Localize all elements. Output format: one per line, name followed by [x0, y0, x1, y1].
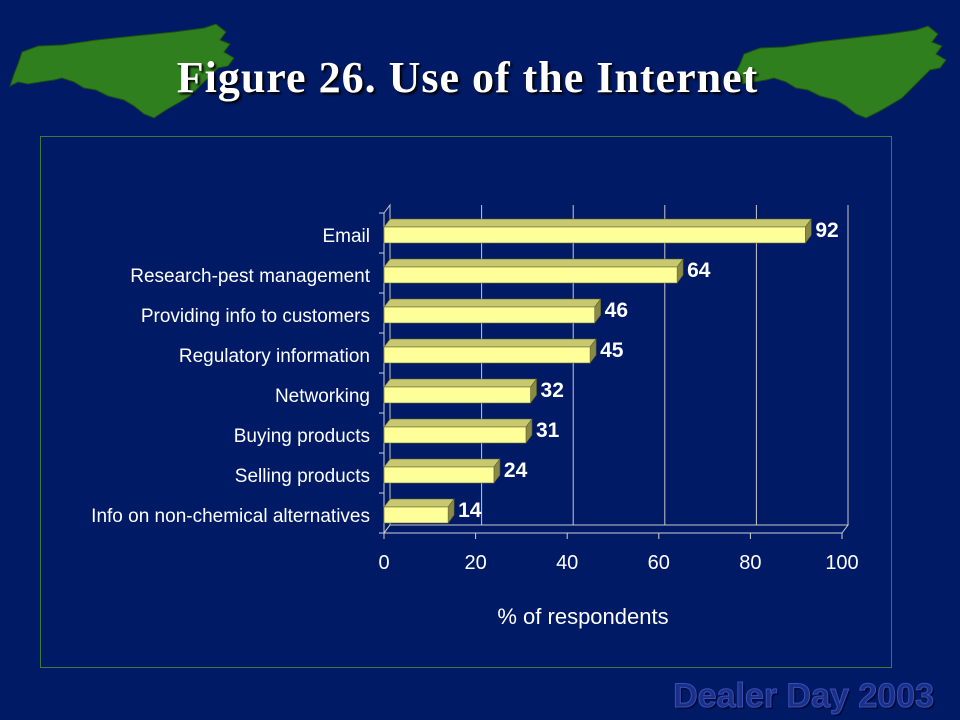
footer-branding: Dealer Day 2003 — [673, 677, 935, 716]
category-label: Regulatory information — [179, 346, 370, 367]
bar — [383, 226, 806, 244]
axis-layer — [379, 203, 849, 539]
x-tick-label: 20 — [464, 552, 486, 574]
category-label: Selling products — [235, 466, 370, 487]
slide-title: Figure 26. Use of the Internet — [176, 53, 759, 102]
north-carolina-map-right-icon — [731, 25, 947, 119]
category-label: Info on non-chemical alternatives — [91, 506, 370, 527]
label-layer: 0 20 40 60 80 100 Email 92 Research-pest managem… — [91, 219, 859, 574]
category-label: Research-pest management — [130, 266, 370, 287]
x-tick-label: 80 — [739, 552, 761, 574]
bar-top — [383, 458, 501, 468]
bar-top — [383, 498, 455, 508]
north-carolina-map-left-icon — [9, 23, 235, 119]
category-label: Email — [322, 226, 370, 247]
bar — [383, 306, 595, 324]
chart-panel — [40, 136, 892, 668]
bar — [383, 346, 591, 364]
bar — [383, 386, 531, 404]
data-label: 46 — [605, 299, 628, 322]
bar-layer — [383, 218, 812, 524]
x-tick-label: 100 — [825, 552, 858, 574]
bar — [383, 466, 495, 484]
bar-top — [383, 298, 602, 308]
data-label: 64 — [687, 259, 711, 282]
data-label: 14 — [458, 499, 482, 522]
x-axis-title: % of respondents — [497, 604, 668, 629]
x-axis-floor — [383, 524, 849, 534]
data-label: 31 — [536, 419, 560, 442]
bar — [383, 426, 527, 444]
bar-top — [383, 338, 597, 348]
x-tick-label: 0 — [378, 552, 389, 574]
category-label: Buying products — [234, 426, 370, 447]
bar-top — [383, 418, 533, 428]
x-tick-label: 60 — [648, 552, 670, 574]
bar-top — [383, 378, 538, 388]
bar-top — [383, 218, 812, 228]
data-label: 24 — [504, 459, 528, 482]
bar — [383, 266, 678, 284]
data-label: 32 — [541, 379, 564, 402]
category-label: Networking — [275, 386, 370, 407]
category-label: Providing info to customers — [141, 306, 370, 327]
y-axis-wall — [383, 203, 391, 535]
bar-top — [383, 258, 684, 268]
x-tick-label: 40 — [556, 552, 578, 574]
data-label: 92 — [815, 219, 838, 242]
bar — [383, 506, 449, 524]
data-label: 45 — [600, 339, 624, 362]
